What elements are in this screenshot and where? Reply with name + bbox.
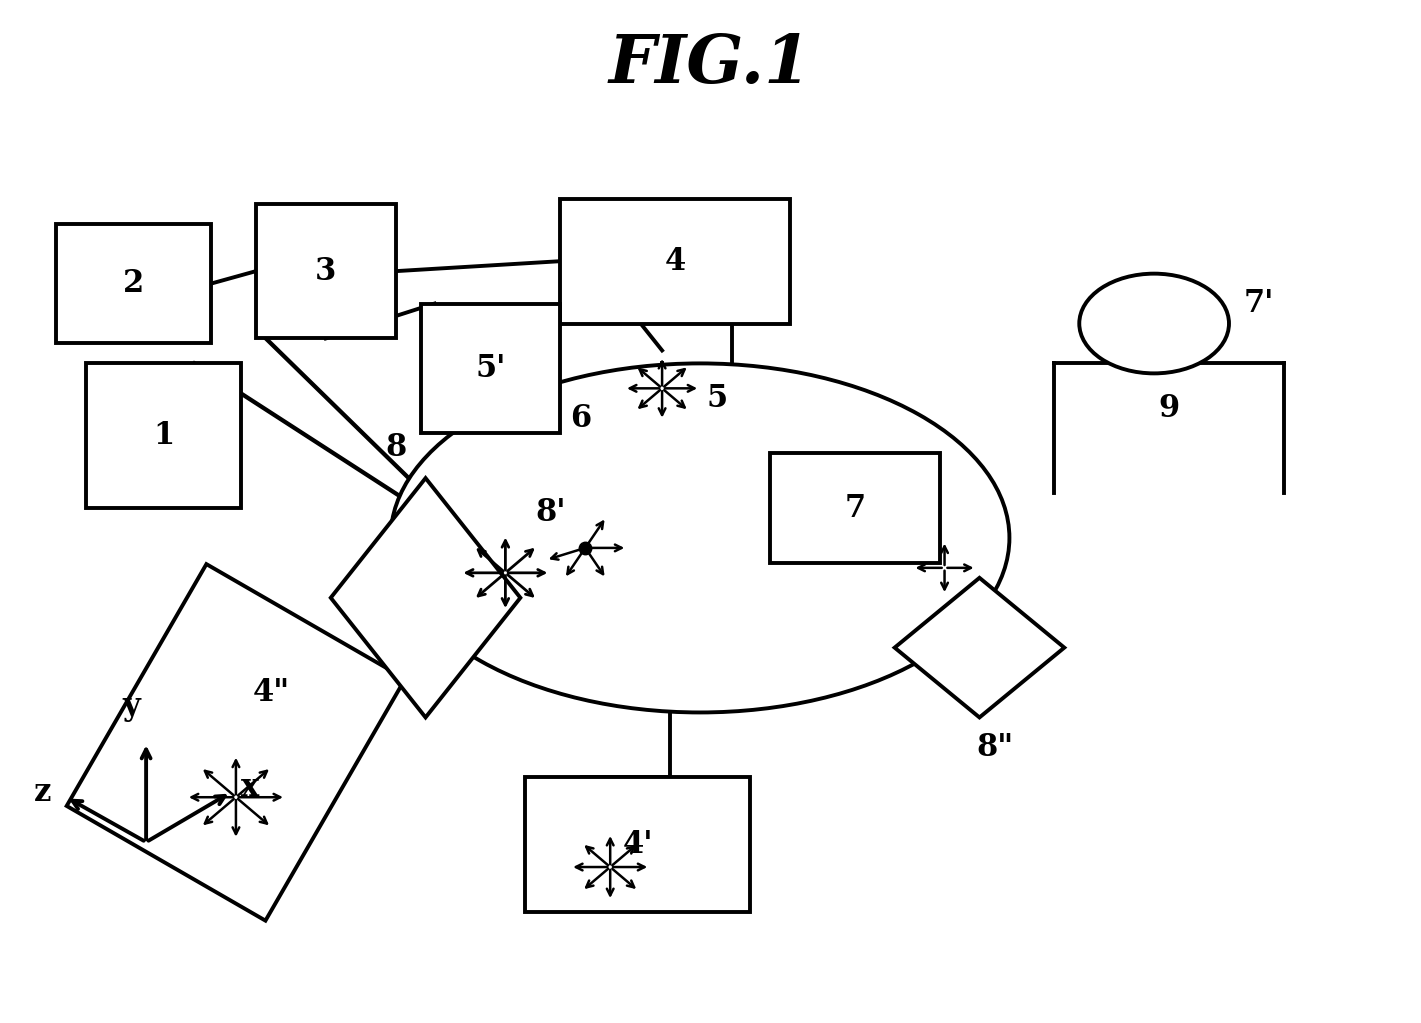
Text: y: y — [122, 692, 141, 722]
Text: FIG.1: FIG.1 — [608, 32, 811, 97]
Bar — [256, 204, 395, 339]
Bar — [57, 224, 210, 344]
Text: 5': 5' — [475, 353, 506, 384]
Text: 9: 9 — [1158, 393, 1179, 425]
Polygon shape — [331, 478, 520, 717]
Text: 2: 2 — [124, 268, 145, 299]
Text: 3: 3 — [315, 256, 337, 286]
Bar — [87, 363, 242, 508]
Text: 4': 4' — [622, 829, 652, 860]
Polygon shape — [67, 564, 405, 921]
Bar — [560, 198, 790, 323]
Text: 8": 8" — [976, 732, 1013, 763]
Text: x: x — [242, 771, 259, 803]
Polygon shape — [895, 578, 1064, 717]
Ellipse shape — [391, 363, 1009, 712]
Text: z: z — [34, 776, 51, 808]
Text: 7: 7 — [844, 492, 865, 524]
Bar — [421, 304, 560, 433]
Bar — [526, 777, 750, 911]
Bar — [770, 453, 939, 563]
Text: 7': 7' — [1243, 288, 1275, 319]
Text: 4: 4 — [665, 246, 686, 276]
Text: 5: 5 — [706, 383, 728, 414]
Ellipse shape — [1080, 273, 1229, 373]
Text: 8: 8 — [385, 432, 406, 463]
Text: 6: 6 — [570, 403, 591, 434]
Text: 4": 4" — [253, 677, 290, 708]
Text: 1: 1 — [153, 420, 175, 451]
Text: 8': 8' — [536, 497, 566, 529]
